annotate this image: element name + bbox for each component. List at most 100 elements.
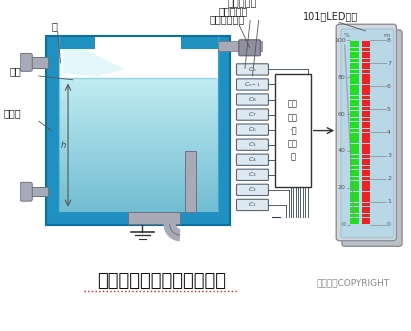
Bar	[350, 221, 359, 224]
Bar	[59, 172, 218, 176]
Bar	[362, 92, 370, 95]
Text: 铜质直角接头: 铜质直角接头	[209, 14, 245, 24]
Text: $C_{n-1}$: $C_{n-1}$	[244, 80, 261, 89]
Text: 3: 3	[387, 153, 391, 158]
Bar	[59, 186, 218, 189]
Bar	[59, 88, 218, 92]
Bar	[362, 122, 370, 125]
Bar	[362, 210, 370, 213]
Bar	[350, 177, 359, 180]
Bar	[59, 169, 218, 172]
Bar	[59, 125, 218, 129]
FancyBboxPatch shape	[20, 182, 32, 201]
Bar	[59, 149, 218, 152]
Bar	[350, 48, 359, 51]
Bar	[350, 96, 359, 99]
Text: 6: 6	[387, 84, 391, 89]
Bar	[59, 202, 218, 206]
Bar	[362, 40, 370, 44]
Bar	[46, 213, 230, 225]
Text: 40: 40	[338, 148, 346, 153]
Bar	[362, 148, 370, 151]
Bar	[350, 85, 359, 88]
Bar	[362, 59, 370, 62]
Text: $C_n$: $C_n$	[248, 65, 257, 74]
Bar	[350, 133, 359, 136]
FancyBboxPatch shape	[236, 109, 268, 120]
Bar	[350, 188, 359, 191]
Bar	[59, 155, 218, 159]
Bar	[362, 159, 370, 162]
Bar	[350, 88, 359, 92]
Bar	[350, 129, 359, 132]
FancyBboxPatch shape	[236, 64, 268, 75]
Bar	[362, 221, 370, 224]
Bar	[59, 105, 218, 109]
Bar	[350, 136, 359, 140]
Bar	[59, 199, 218, 203]
Bar	[59, 138, 218, 142]
Bar	[181, 36, 230, 49]
Bar	[275, 74, 311, 187]
Bar	[350, 173, 359, 176]
Bar	[362, 48, 370, 51]
FancyBboxPatch shape	[236, 94, 268, 105]
Bar	[59, 112, 218, 116]
Bar	[362, 181, 370, 184]
Bar	[362, 173, 370, 176]
Text: 1: 1	[387, 199, 391, 204]
Bar	[46, 36, 95, 49]
Bar	[350, 148, 359, 151]
Bar	[350, 118, 359, 121]
Text: 光柱显示编码式液位计原理: 光柱显示编码式液位计原理	[97, 272, 226, 290]
Bar	[350, 207, 359, 210]
Bar	[350, 195, 359, 199]
Bar	[46, 36, 230, 225]
Bar	[350, 181, 359, 184]
Text: 60: 60	[338, 112, 346, 117]
Bar	[59, 189, 218, 193]
Bar	[362, 129, 370, 132]
Text: 不锈钢圆环: 不锈钢圆环	[228, 0, 257, 7]
Text: $C_{4}$: $C_{4}$	[248, 155, 257, 164]
Bar	[350, 166, 359, 169]
Bar	[59, 95, 218, 99]
Text: 7: 7	[387, 61, 391, 66]
FancyBboxPatch shape	[236, 79, 268, 90]
FancyBboxPatch shape	[236, 199, 268, 211]
Bar	[350, 63, 359, 66]
Bar	[350, 100, 359, 103]
Bar	[59, 101, 218, 105]
Bar	[362, 63, 370, 66]
Bar	[362, 133, 370, 136]
Bar	[362, 88, 370, 92]
Text: 0: 0	[387, 222, 391, 227]
Bar	[59, 132, 218, 135]
Bar	[362, 151, 370, 154]
Bar	[350, 155, 359, 158]
Bar	[362, 96, 370, 99]
FancyBboxPatch shape	[20, 53, 32, 71]
Text: %: %	[344, 33, 350, 38]
Text: $C_{1}$: $C_{1}$	[248, 201, 257, 210]
Bar	[185, 151, 196, 213]
Bar	[59, 142, 218, 146]
Bar	[350, 162, 359, 166]
Bar	[350, 52, 359, 55]
Bar	[362, 214, 370, 217]
Text: $C_{2}$: $C_{2}$	[248, 185, 257, 194]
Bar	[59, 145, 218, 149]
Bar	[59, 179, 218, 183]
Bar	[350, 199, 359, 202]
Text: $C_{3}$: $C_{3}$	[248, 170, 257, 179]
Bar	[350, 184, 359, 187]
Bar	[350, 74, 359, 77]
Bar	[350, 144, 359, 147]
Bar	[59, 108, 218, 112]
Bar	[59, 91, 218, 95]
Text: 2: 2	[387, 176, 391, 181]
Bar	[59, 182, 218, 186]
Bar	[59, 118, 218, 122]
Bar	[362, 195, 370, 199]
Bar	[59, 128, 218, 132]
